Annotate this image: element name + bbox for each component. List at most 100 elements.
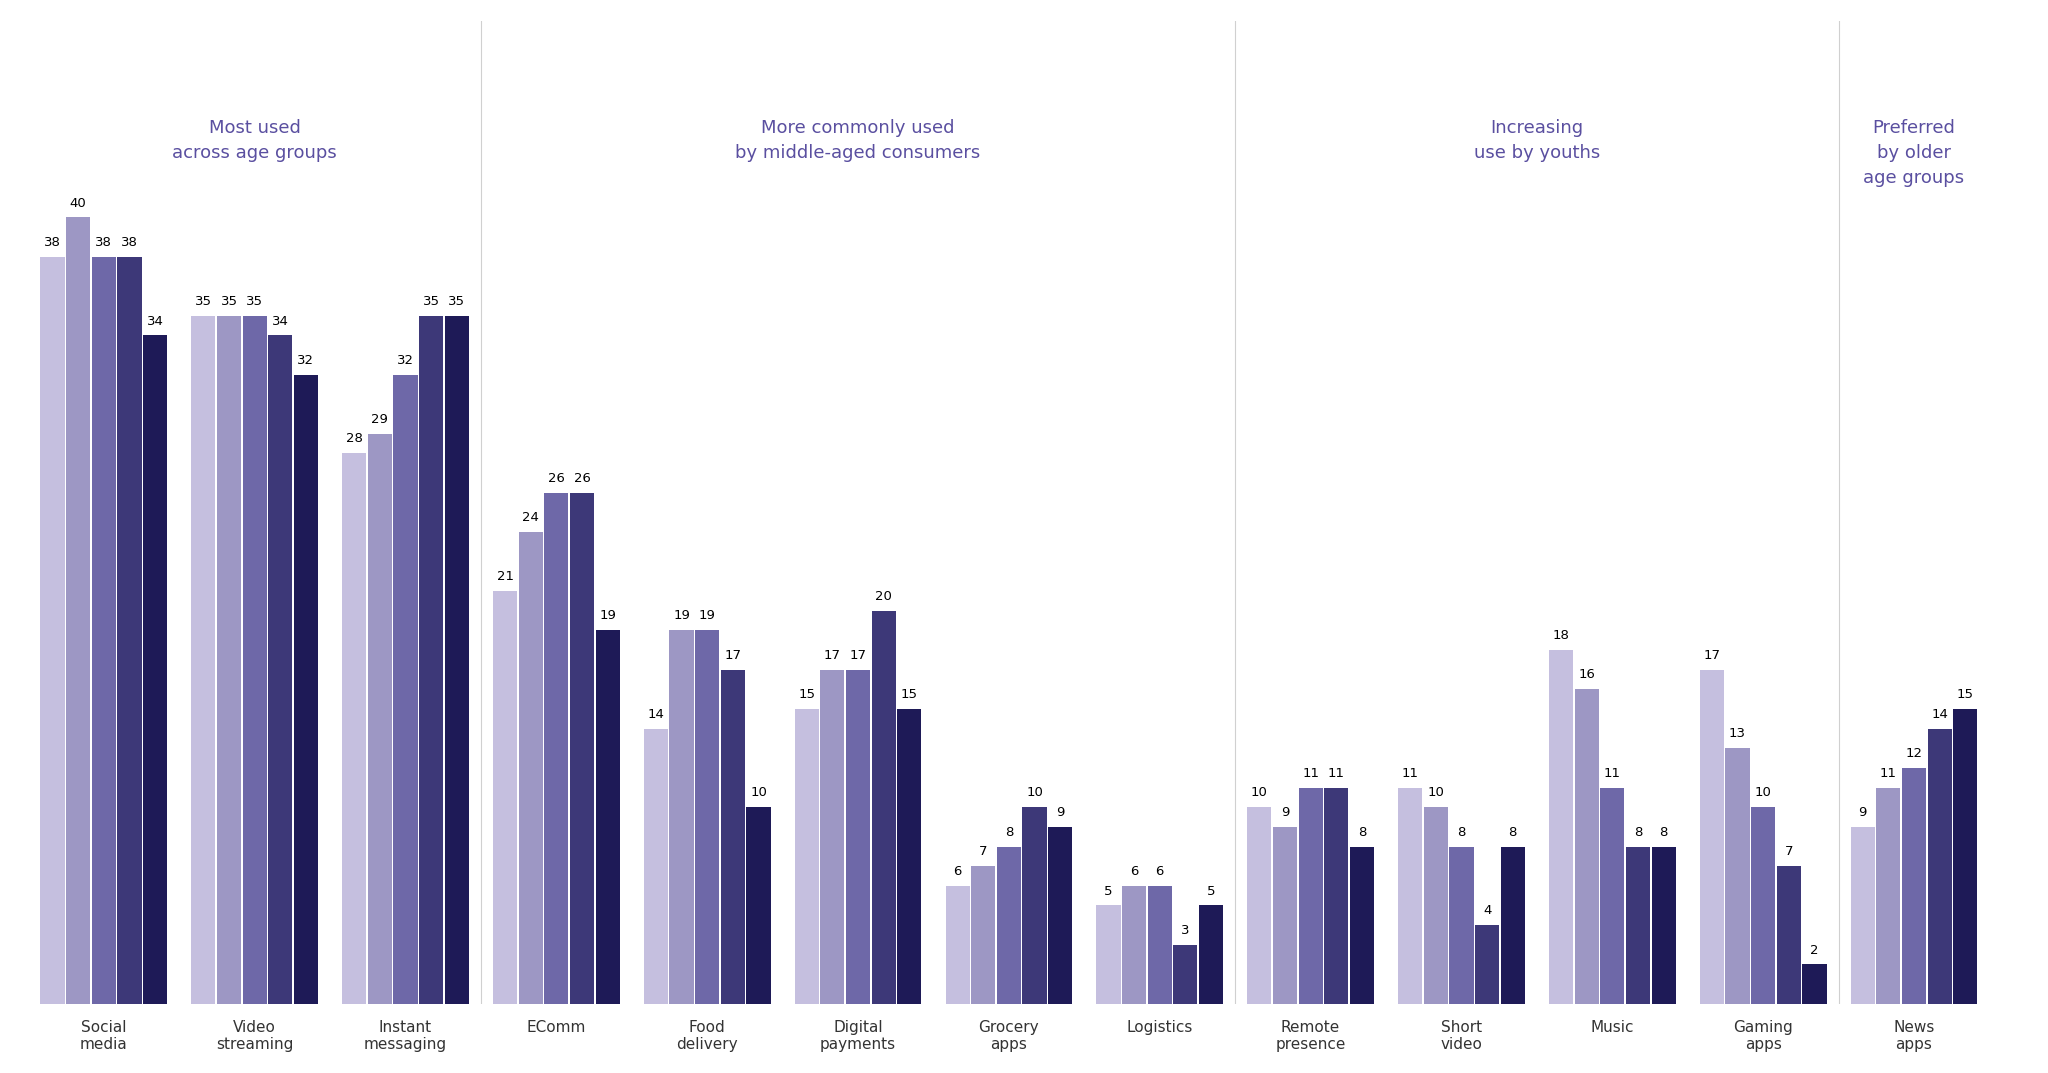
- Text: 28: 28: [346, 432, 362, 445]
- Bar: [897, 709, 922, 1004]
- Text: Preferred
by older
age groups: Preferred by older age groups: [1864, 119, 1964, 187]
- Bar: [1927, 729, 1952, 1004]
- Bar: [1778, 866, 1800, 1004]
- Text: 15: 15: [799, 688, 815, 701]
- Bar: [1548, 650, 1573, 1004]
- Text: 2: 2: [1810, 943, 1819, 957]
- Text: 10: 10: [750, 787, 766, 799]
- Bar: [393, 374, 418, 1004]
- Text: More commonly used
by middle-aged consumers: More commonly used by middle-aged consum…: [735, 119, 981, 162]
- Bar: [745, 807, 770, 1004]
- Text: 6: 6: [1130, 865, 1139, 878]
- Text: 8: 8: [1006, 825, 1014, 839]
- Bar: [92, 256, 117, 1004]
- Text: 35: 35: [221, 295, 238, 308]
- Bar: [1726, 748, 1749, 1004]
- Text: Most used
across age groups: Most used across age groups: [172, 119, 338, 162]
- Text: 14: 14: [647, 708, 664, 721]
- Bar: [596, 630, 621, 1004]
- Bar: [1022, 807, 1047, 1004]
- Bar: [1298, 788, 1323, 1004]
- Bar: [1475, 925, 1499, 1004]
- Bar: [643, 729, 668, 1004]
- Bar: [242, 315, 266, 1004]
- Bar: [1851, 827, 1874, 1004]
- Text: 38: 38: [45, 236, 61, 249]
- Text: 19: 19: [698, 609, 715, 622]
- Text: 38: 38: [96, 236, 113, 249]
- Bar: [1174, 945, 1198, 1004]
- Text: 17: 17: [823, 649, 842, 662]
- Bar: [545, 493, 569, 1004]
- Text: 26: 26: [549, 472, 565, 485]
- Bar: [190, 315, 215, 1004]
- Text: 9: 9: [1858, 806, 1868, 819]
- Bar: [1903, 768, 1925, 1004]
- Text: 11: 11: [1401, 767, 1419, 780]
- Text: 17: 17: [725, 649, 741, 662]
- Bar: [268, 336, 293, 1004]
- Text: 15: 15: [1956, 688, 1974, 701]
- Text: 17: 17: [1704, 649, 1720, 662]
- Text: 21: 21: [496, 570, 514, 583]
- Bar: [946, 886, 969, 1004]
- Text: 18: 18: [1552, 629, 1569, 642]
- Text: 5: 5: [1206, 884, 1214, 898]
- Bar: [1247, 807, 1272, 1004]
- Bar: [1954, 709, 1978, 1004]
- Bar: [1700, 670, 1724, 1004]
- Bar: [1096, 906, 1120, 1004]
- Bar: [518, 532, 543, 1004]
- Bar: [846, 670, 870, 1004]
- Bar: [795, 709, 819, 1004]
- Text: 13: 13: [1729, 727, 1747, 740]
- Text: 24: 24: [522, 511, 539, 524]
- Bar: [670, 630, 694, 1004]
- Bar: [1399, 788, 1421, 1004]
- Bar: [1575, 689, 1599, 1004]
- Text: 32: 32: [297, 354, 315, 367]
- Text: 8: 8: [1509, 825, 1518, 839]
- Text: 4: 4: [1483, 905, 1491, 917]
- Bar: [1049, 827, 1073, 1004]
- Bar: [1651, 847, 1675, 1004]
- Text: 34: 34: [147, 314, 164, 327]
- Bar: [117, 256, 141, 1004]
- Bar: [1325, 788, 1348, 1004]
- Text: 10: 10: [1427, 787, 1444, 799]
- Bar: [694, 630, 719, 1004]
- Bar: [342, 453, 367, 1004]
- Text: 9: 9: [1057, 806, 1065, 819]
- Bar: [971, 866, 995, 1004]
- Text: 8: 8: [1358, 825, 1366, 839]
- Text: 8: 8: [1634, 825, 1642, 839]
- Text: 11: 11: [1880, 767, 1896, 780]
- Text: 40: 40: [70, 196, 86, 209]
- Bar: [41, 256, 66, 1004]
- Text: 19: 19: [600, 609, 616, 622]
- Text: 6: 6: [954, 865, 963, 878]
- Text: 10: 10: [1026, 787, 1042, 799]
- Bar: [821, 670, 844, 1004]
- Bar: [997, 847, 1022, 1004]
- Bar: [420, 315, 442, 1004]
- Bar: [369, 433, 391, 1004]
- Text: 11: 11: [1303, 767, 1319, 780]
- Bar: [66, 218, 90, 1004]
- Bar: [1599, 788, 1624, 1004]
- Text: 10: 10: [1251, 787, 1268, 799]
- Text: 8: 8: [1659, 825, 1667, 839]
- Bar: [293, 374, 317, 1004]
- Text: 12: 12: [1905, 747, 1923, 760]
- Text: 6: 6: [1155, 865, 1163, 878]
- Text: 10: 10: [1755, 787, 1772, 799]
- Text: 34: 34: [272, 314, 289, 327]
- Text: 38: 38: [121, 236, 137, 249]
- Text: 35: 35: [195, 295, 211, 308]
- Bar: [569, 493, 594, 1004]
- Text: 17: 17: [850, 649, 866, 662]
- Bar: [494, 591, 518, 1004]
- Text: Increasing
use by youths: Increasing use by youths: [1475, 119, 1599, 162]
- Text: 16: 16: [1579, 668, 1595, 681]
- Bar: [444, 315, 469, 1004]
